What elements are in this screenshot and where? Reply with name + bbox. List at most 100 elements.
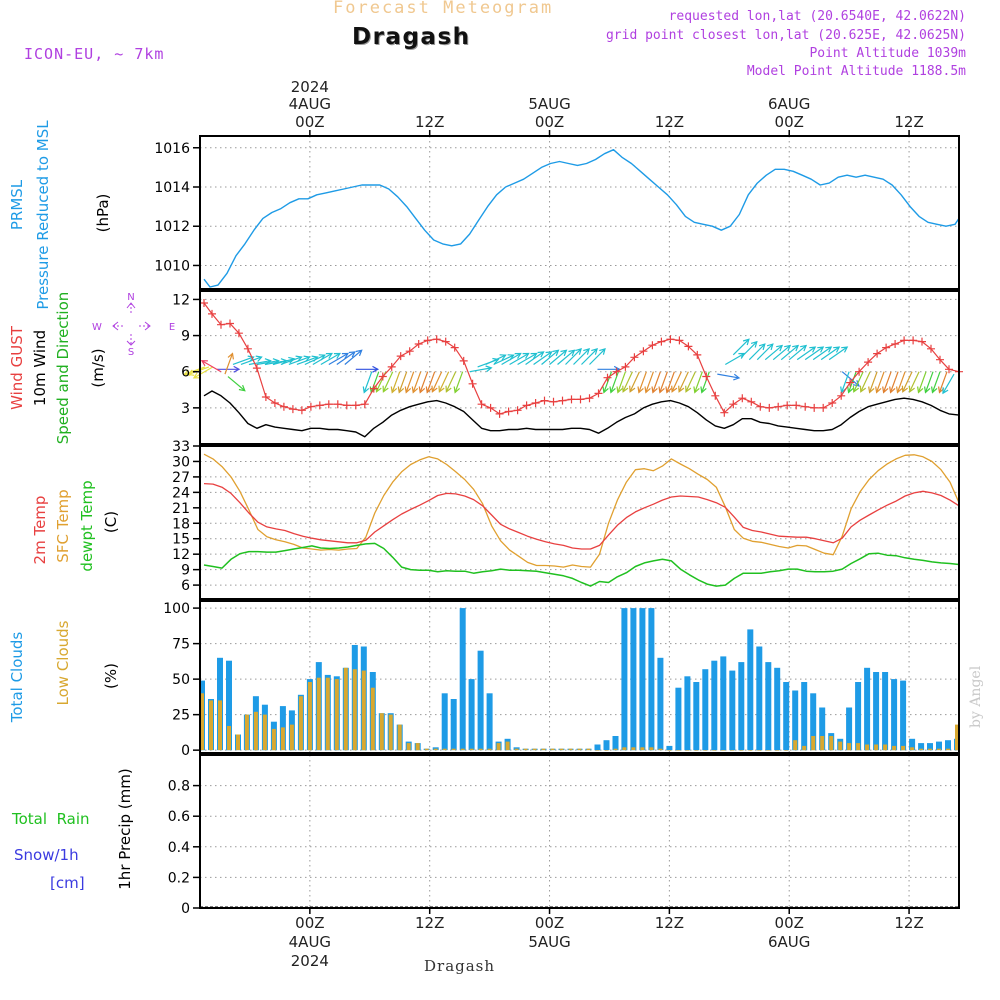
wind-arrow-head xyxy=(397,386,405,394)
gust-marker xyxy=(226,319,234,328)
gust-marker xyxy=(747,397,756,406)
ytick-label-wind: 12 xyxy=(172,292,190,308)
ytick-label-clouds: 75 xyxy=(172,637,190,653)
total-cloud-bar xyxy=(711,660,718,751)
labels-layer: PRMSL Pressure Reduced to MSL (hPa) Wind GU… xyxy=(8,120,175,892)
wind-arrow-head xyxy=(187,369,195,376)
wind-arrow-head xyxy=(665,386,672,394)
wind-arrow xyxy=(748,343,766,361)
wind-arrow xyxy=(764,345,783,361)
bottom-date-label: 6AUG xyxy=(768,933,810,951)
wind-arrow-head xyxy=(537,351,545,358)
low-cloud-bar xyxy=(892,745,897,751)
wind-arrow xyxy=(804,346,824,361)
gust-marker xyxy=(711,391,720,400)
total-cloud-bar xyxy=(783,682,790,751)
panel-frame-precip xyxy=(199,754,960,909)
gust-marker xyxy=(200,299,208,307)
ytick-label-clouds: 100 xyxy=(163,601,190,617)
wind-arrow xyxy=(288,356,310,366)
low-cloud-bar xyxy=(361,670,366,751)
gust-marker xyxy=(801,402,810,411)
top-hour-label: 00Z xyxy=(295,113,324,131)
wind-arrow xyxy=(902,371,913,392)
gust-marker xyxy=(756,402,765,411)
wind-arrow-head xyxy=(411,386,419,394)
wind-arrow xyxy=(227,376,246,392)
wind-arrow xyxy=(565,348,582,365)
totalclouds-ylabel: Total Clouds xyxy=(8,632,26,724)
low-cloud-bar xyxy=(919,748,924,751)
gust-marker xyxy=(342,401,351,410)
total-cloud-bar xyxy=(675,687,682,751)
low-cloud-bar xyxy=(209,700,213,751)
gust-marker xyxy=(882,343,891,352)
gust-marker xyxy=(576,395,585,404)
total-cloud-bar xyxy=(918,743,925,751)
gust-marker xyxy=(315,401,324,410)
wind-arrow xyxy=(828,346,848,361)
low-cloud-bar xyxy=(514,748,519,751)
wind-arrow xyxy=(896,371,906,393)
wind-arrow-head xyxy=(817,346,825,353)
gust-marker xyxy=(603,373,612,382)
top-date-label: 5AUG xyxy=(528,95,570,113)
ytick-label-pressure: 1014 xyxy=(154,180,190,196)
low-cloud-bar xyxy=(271,728,276,751)
low-cloud-bar xyxy=(487,748,492,751)
wind-arrow-head xyxy=(784,344,792,352)
bottom-hour-label: 12Z xyxy=(415,914,444,932)
ytick-label-pressure: 1016 xyxy=(154,141,190,157)
low-cloud-bar xyxy=(568,748,573,751)
wind-arrow xyxy=(788,345,807,361)
low-cloud-bar xyxy=(541,748,546,751)
gust-marker xyxy=(675,336,684,345)
gust-marker xyxy=(288,405,297,414)
gust-marker xyxy=(792,401,801,410)
low-cloud-bar xyxy=(505,741,510,751)
wind-arrow xyxy=(248,360,271,366)
wind-arrow xyxy=(493,354,514,366)
gust-marker xyxy=(486,403,495,412)
wind-arrow-head xyxy=(247,355,255,362)
gust-marker xyxy=(351,401,360,410)
gust-marker xyxy=(324,400,333,409)
top-year-label: 2024 xyxy=(291,78,329,96)
panel-frame-wind xyxy=(199,290,960,445)
total-cloud-bar xyxy=(945,740,951,751)
wind-arrow xyxy=(876,371,885,393)
wind-arrow xyxy=(796,346,816,361)
low-cloud-bar xyxy=(613,748,618,751)
marks-layer xyxy=(183,148,963,908)
compass-n: N xyxy=(127,292,134,303)
low-cloud-bar xyxy=(946,748,950,751)
wind-arrow xyxy=(296,356,318,366)
total-cloud-bar xyxy=(432,747,439,751)
wind-arrow-head xyxy=(227,352,234,360)
low-cloud-bar xyxy=(775,750,780,751)
wind-arrow-head xyxy=(355,349,363,357)
rain-label: Total Rain xyxy=(11,810,90,828)
panel-frame-pressure xyxy=(199,135,960,290)
wind-arrow-head xyxy=(404,386,412,394)
low-cloud-bar xyxy=(334,679,339,751)
wind-arrow xyxy=(426,371,436,393)
gust-marker xyxy=(774,402,783,411)
wind-arrow-head xyxy=(485,365,493,373)
low-cloud-bar xyxy=(757,750,762,751)
low-cloud-bar xyxy=(280,727,285,751)
low-cloud-bar xyxy=(227,726,231,751)
ytick-label-temperature: 6 xyxy=(181,578,190,594)
low-cloud-bar xyxy=(676,750,681,751)
wind-arrow xyxy=(617,371,627,393)
gust-marker xyxy=(531,399,540,407)
wind-arrow xyxy=(853,371,864,392)
bottom-hour-label: 00Z xyxy=(775,914,804,932)
gust-marker xyxy=(450,343,459,352)
wind-arrow-head xyxy=(847,386,854,394)
low-cloud-bar xyxy=(469,748,474,751)
pressure-unit: (hPa) xyxy=(94,194,112,233)
wind-arrow-head xyxy=(522,352,530,359)
model-altitude: Model Point Altitude 1188.5m xyxy=(746,64,966,79)
ytick-label-temperature: 24 xyxy=(172,485,190,501)
